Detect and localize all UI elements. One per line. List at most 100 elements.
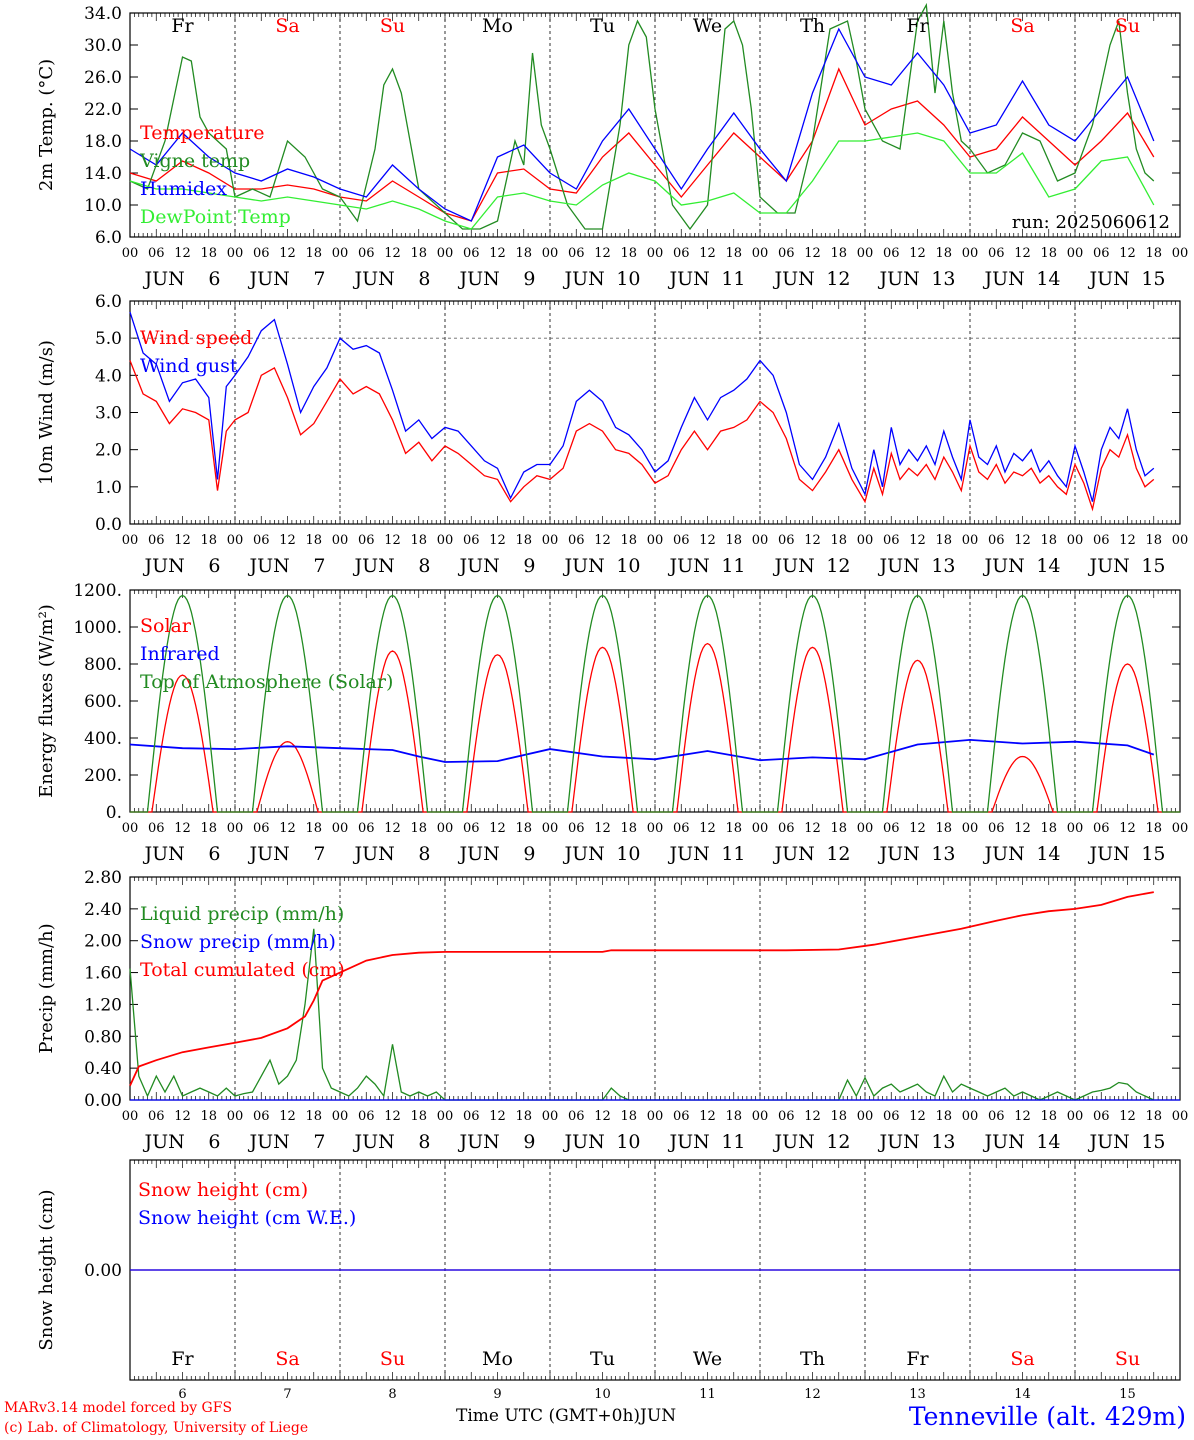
hour-label: 18: [725, 246, 742, 261]
hour-label: 18: [305, 821, 322, 836]
hour-label: 06: [253, 533, 270, 548]
month-label: JUN: [668, 555, 710, 577]
date-label: 12: [826, 268, 850, 290]
hour-label: 12: [699, 1109, 716, 1124]
hour-label: 06: [673, 821, 690, 836]
y-axis-label: Precip (mm/h): [36, 923, 57, 1053]
hour-label: 00: [542, 246, 559, 261]
weekday-label: Su: [380, 1348, 405, 1370]
hour-label: 12: [909, 246, 926, 261]
hour-label: 12: [594, 1109, 611, 1124]
month-label: JUN: [458, 843, 500, 865]
hour-label: 18: [1145, 533, 1162, 548]
weekday-label: Su: [380, 15, 405, 37]
month-label: JUN: [353, 268, 395, 290]
hour-label: 12: [384, 533, 401, 548]
hour-label: 06: [148, 533, 165, 548]
hour-label: 00: [227, 246, 244, 261]
y-tick-label: 2.00: [84, 932, 122, 952]
month-label: JUN: [458, 555, 500, 577]
hour-label: 06: [778, 533, 795, 548]
month-label: JUN: [878, 843, 920, 865]
y-tick-label: 1200.: [73, 581, 122, 601]
hour-label: 12: [594, 533, 611, 548]
legend-label: Vigne temp: [139, 150, 250, 172]
hour-label: 06: [463, 821, 480, 836]
weekday-label: Th: [800, 1348, 825, 1370]
date-label: 10: [616, 843, 640, 865]
weekday-label: Su: [1115, 15, 1140, 37]
hour-label: 06: [883, 246, 900, 261]
y-tick-label: 0.: [106, 803, 122, 823]
date-label: 8: [388, 1387, 396, 1402]
hour-label: 18: [200, 1109, 217, 1124]
month-label: JUN: [143, 1131, 185, 1153]
hour-label: 06: [988, 821, 1005, 836]
date-label: 7: [313, 268, 325, 290]
month-label: JUN: [773, 555, 815, 577]
month-label: JUN: [878, 555, 920, 577]
month-label: JUN: [773, 1131, 815, 1153]
date-label: 9: [523, 843, 535, 865]
station-title: Tenneville (alt. 429m): [908, 1402, 1186, 1431]
hour-label: 18: [935, 1109, 952, 1124]
weekday-label: Fr: [171, 15, 194, 37]
series-vigne-temp: [129, 2, 1155, 231]
series-wind-gust: [129, 311, 1155, 502]
hour-label: 18: [830, 821, 847, 836]
hour-label: 00: [332, 1109, 349, 1124]
hour-label: 18: [830, 1109, 847, 1124]
hour-label: 12: [489, 1109, 506, 1124]
hour-label: 12: [1119, 1109, 1136, 1124]
date-label: 9: [523, 268, 535, 290]
hour-label: 12: [699, 246, 716, 261]
hour-label: 00: [1172, 1109, 1189, 1124]
hour-label: 18: [515, 246, 532, 261]
hour-label: 00: [122, 1109, 139, 1124]
hour-label: 12: [489, 246, 506, 261]
hour-label: 12: [804, 821, 821, 836]
y-tick-label: 22.0: [84, 100, 122, 120]
hour-label: 00: [437, 246, 454, 261]
month-label: JUN: [353, 555, 395, 577]
hour-label: 00: [122, 533, 139, 548]
y-tick-label: 14.0: [84, 164, 122, 184]
month-label: JUN: [458, 1131, 500, 1153]
date-label: 11: [699, 1387, 716, 1402]
hour-label: 12: [909, 533, 926, 548]
hour-label: 18: [830, 246, 847, 261]
y-tick-label: 6.0: [95, 228, 122, 248]
weekday-label: Su: [1115, 1348, 1140, 1370]
hour-label: 18: [200, 533, 217, 548]
date-label: 11: [721, 843, 745, 865]
hour-label: 00: [1067, 1109, 1084, 1124]
hour-label: 00: [227, 533, 244, 548]
date-label: 6: [208, 555, 220, 577]
month-label: JUN: [248, 843, 290, 865]
date-label: 15: [1119, 1387, 1136, 1402]
month-label: JUN: [143, 555, 185, 577]
hour-label: 00: [962, 533, 979, 548]
date-label: 7: [313, 843, 325, 865]
month-label: JUN: [143, 843, 185, 865]
y-tick-label: 2.40: [84, 900, 122, 920]
date-label: 7: [313, 1131, 325, 1153]
series-top-of-atmosphere-solar-: [130, 594, 1180, 813]
legend-label: Humidex: [140, 178, 227, 200]
date-label: 12: [826, 1131, 850, 1153]
hour-label: 00: [752, 1109, 769, 1124]
legend-label: Top of Atmosphere (Solar): [140, 671, 393, 693]
hour-label: 06: [568, 246, 585, 261]
date-label: 14: [1036, 268, 1060, 290]
series-liquid-precip-mm-h-: [129, 928, 1155, 1101]
hour-label: 06: [883, 533, 900, 548]
y-tick-label: 6.0: [95, 292, 122, 312]
month-label: JUN: [248, 555, 290, 577]
hour-label: 06: [463, 1109, 480, 1124]
hour-label: 06: [568, 533, 585, 548]
hour-label: 18: [620, 1109, 637, 1124]
hour-label: 18: [935, 821, 952, 836]
hour-label: 12: [384, 246, 401, 261]
hour-label: 12: [1119, 246, 1136, 261]
hour-label: 12: [909, 821, 926, 836]
